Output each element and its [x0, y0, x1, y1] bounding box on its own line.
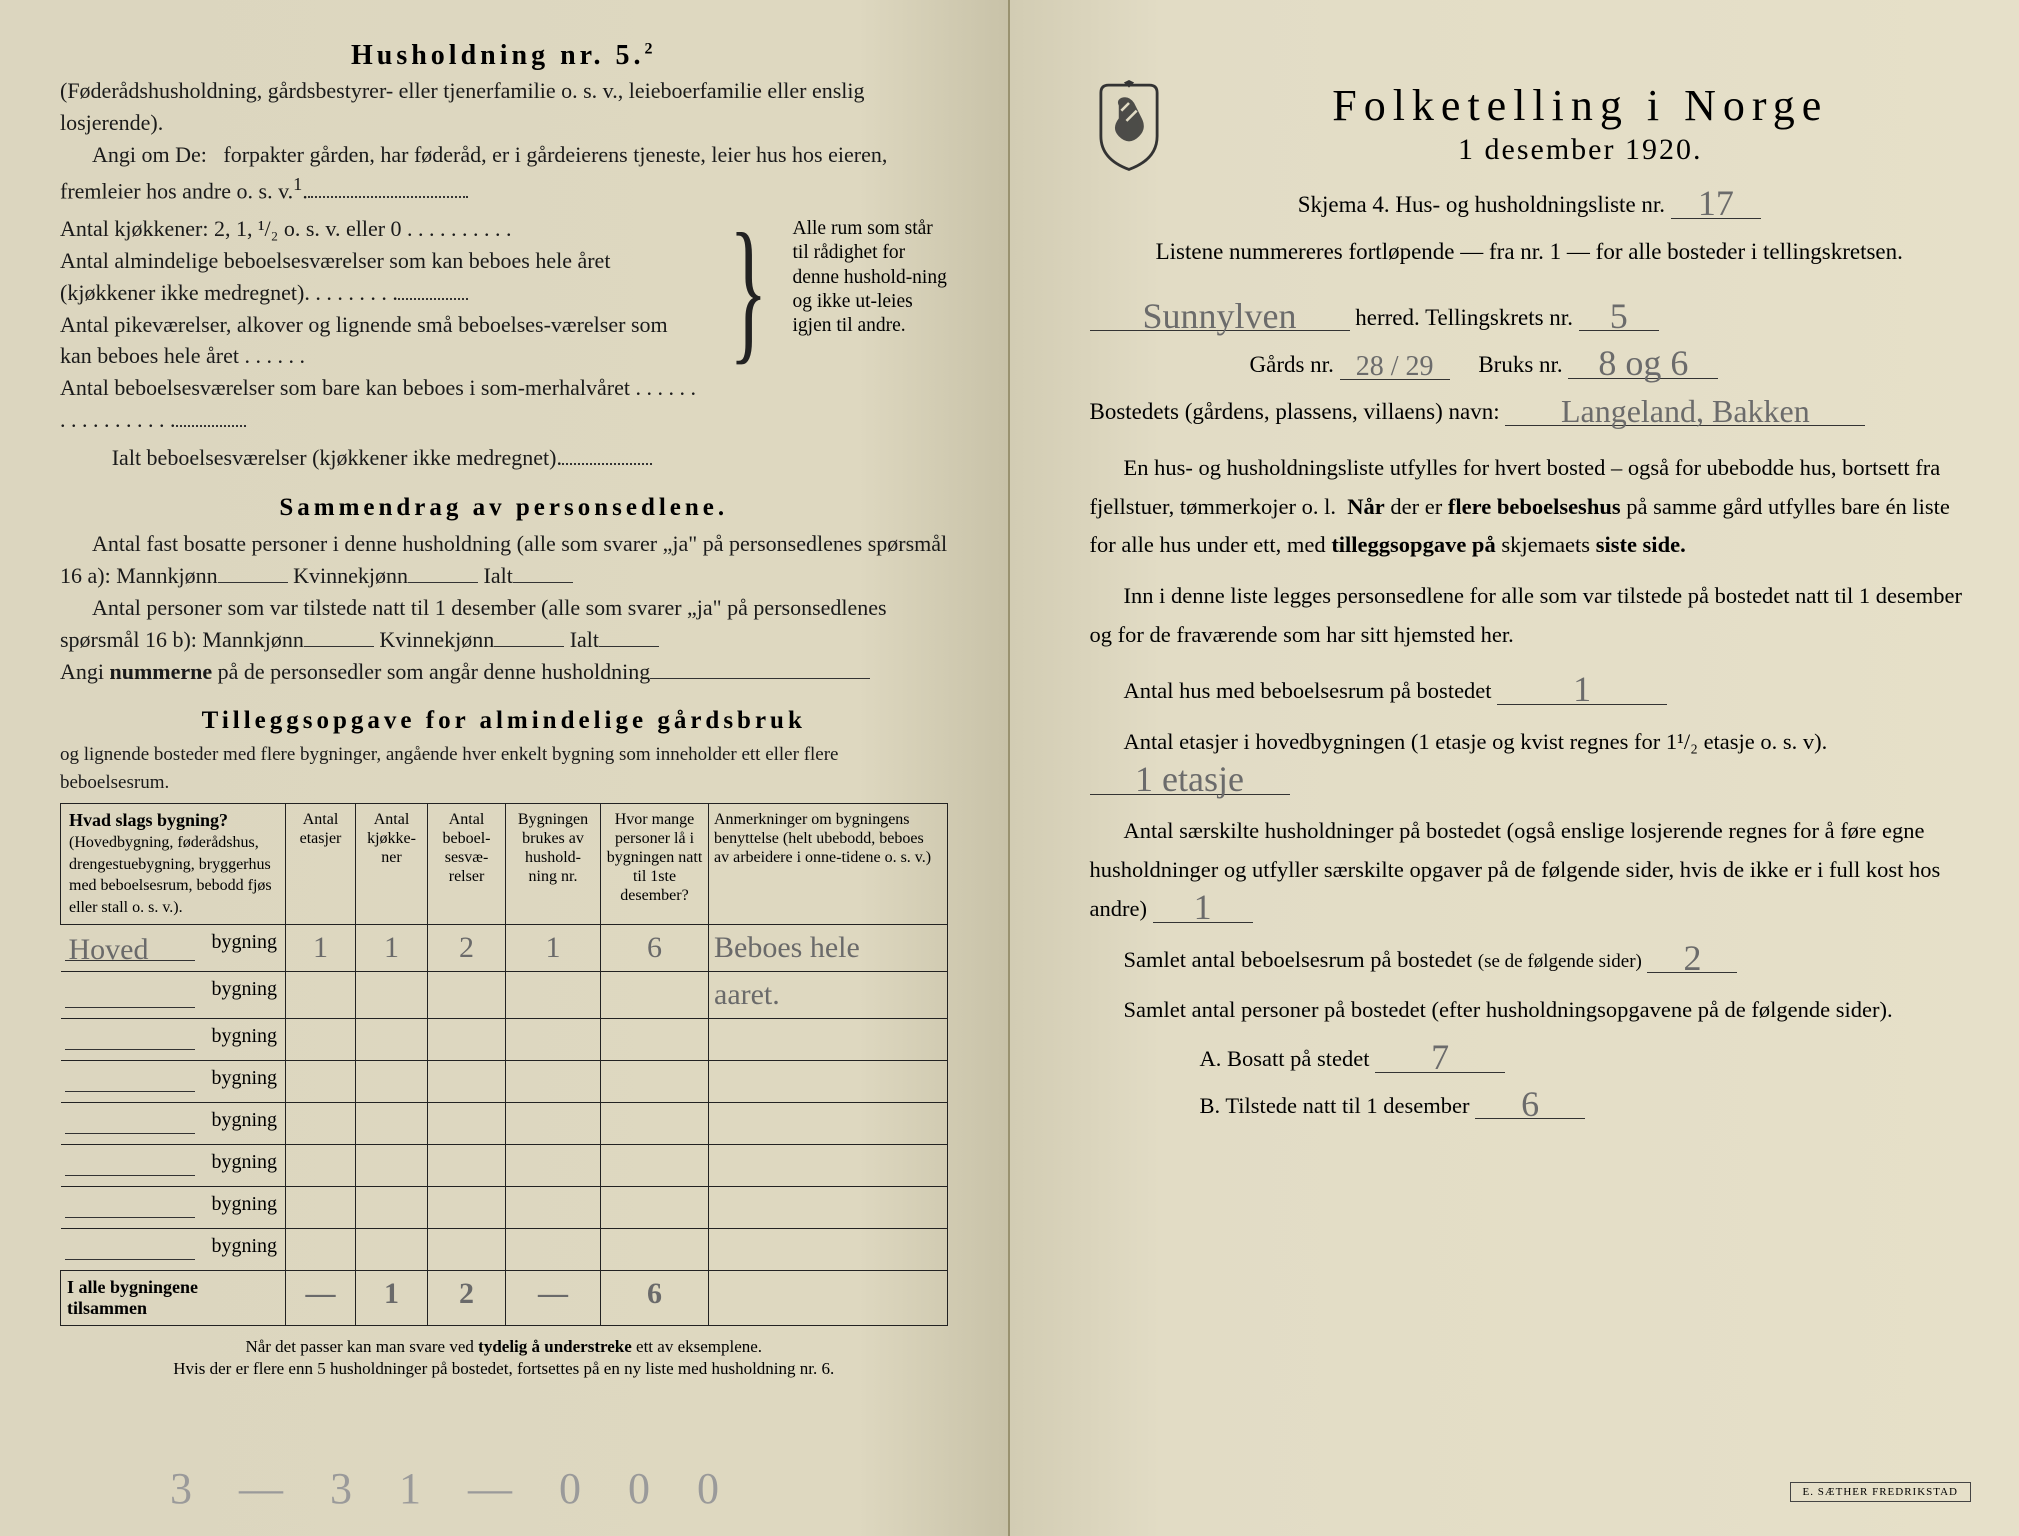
row1-c1: 1: [286, 924, 356, 971]
curly-brace-icon: }: [729, 213, 767, 474]
krets-value: 5: [1579, 302, 1659, 332]
buildings-table: Hvad slags bygning? (Hovedbygning, føder…: [60, 803, 948, 1326]
heading-superscript: 2: [645, 41, 657, 58]
th-hushold: Bygningen brukes av hushold-ning nr.: [506, 803, 601, 924]
intro2-prefix: Angi om De:: [92, 142, 207, 167]
brace-line-1: Antal kjøkkener: 2, 1, ¹/₂ o. s. v. elle…: [60, 213, 704, 245]
row1-c3: 2: [428, 924, 506, 971]
th-building-type: Hvad slags bygning? (Hovedbygning, føder…: [61, 803, 286, 924]
brace-line-4: Antal beboelsesværelser som bare kan beb…: [60, 372, 704, 436]
total-c5: 6: [601, 1270, 709, 1325]
row1-c2: 1: [356, 924, 428, 971]
pencil-annotation: 3 — 3 1 — 0 0 0: [170, 1463, 737, 1514]
q4-line: Samlet antal beboelsesrum på bostedet (s…: [1090, 941, 1970, 980]
table-row: bygning: [61, 1228, 948, 1270]
left-page: Husholdning nr. 5.2 (Føderådshusholdning…: [0, 0, 1010, 1536]
para-1: En hus- og husholdningsliste utfylles fo…: [1090, 449, 1970, 565]
th-beboelse: Antal beboel-sesvæ-relser: [428, 803, 506, 924]
para-2: Inn i denne liste legges personsedlene f…: [1090, 577, 1970, 654]
herred-line: Sunnylven herred. Tellingskrets nr. 5: [1090, 299, 1970, 337]
q2-line: Antal etasjer i hovedbygningen (1 etasje…: [1090, 723, 1970, 800]
bosted-value: Langeland, Bakken: [1505, 399, 1865, 426]
table-row: bygning: [61, 1102, 948, 1144]
q4-value: 2: [1647, 944, 1737, 974]
liste-note: Listene nummereres fortløpende — fra nr.…: [1090, 234, 1970, 271]
sammendrag-heading: Sammendrag av personsedlene.: [60, 494, 948, 522]
row1-label-hw: Hoved: [69, 933, 149, 967]
intro2-sup: 1: [293, 174, 302, 194]
q1-value: 1: [1497, 675, 1667, 705]
total-label: I alle bygningene tilsammen: [61, 1270, 286, 1325]
gards-value: 28 / 29: [1340, 356, 1450, 379]
total-c3: 2: [428, 1270, 506, 1325]
table-row: bygning aaret.: [61, 971, 948, 1018]
sammendrag-line2: Antal personer som var tilstede natt til…: [60, 592, 948, 656]
sammendrag-line3: Angi nummerne på de personsedler som ang…: [60, 656, 948, 688]
title-row: Folketelling i Norge 1 desember 1920.: [1090, 80, 1970, 172]
th-personer: Hvor mange personer lå i bygningen natt …: [601, 803, 709, 924]
q5b-value: 6: [1475, 1090, 1585, 1120]
intro-1: (Føderådshusholdning, gårdsbestyrer- ell…: [60, 75, 948, 139]
q5a-value: 7: [1375, 1043, 1505, 1073]
brace-block: Antal kjøkkener: 2, 1, ¹/₂ o. s. v. elle…: [60, 213, 948, 474]
herred-value: Sunnylven: [1090, 302, 1350, 332]
q1-line: Antal hus med beboelsesrum på bostedet 1: [1090, 672, 1970, 711]
main-title: Folketelling i Norge: [1192, 80, 1970, 131]
row2-note: aaret.: [709, 971, 948, 1018]
th-anmerk: Anmerkninger om bygningens benyttelse (h…: [709, 803, 948, 924]
q5-line: Samlet antal personer på bostedet (efter…: [1090, 991, 1970, 1030]
left-footnote: Når det passer kan man svare ved tydelig…: [60, 1336, 948, 1382]
table-row: bygning: [61, 1018, 948, 1060]
subtitle: 1 desember 1920.: [1192, 133, 1970, 167]
brace-left-lines: Antal kjøkkener: 2, 1, ¹/₂ o. s. v. elle…: [60, 213, 704, 474]
table-row: Hovedbygning 1 1 2 1 6 Beboes hele: [61, 924, 948, 971]
skjema-line: Skjema 4. Hus- og husholdningsliste nr. …: [1090, 186, 1970, 224]
total-c4: —: [506, 1270, 601, 1325]
tillegg-sub: og lignende bosteder med flere bygninger…: [60, 741, 948, 796]
total-c1: —: [286, 1270, 356, 1325]
brace-line-3: Antal pikeværelser, alkover og lignende …: [60, 309, 704, 373]
bruks-value: 8 og 6: [1568, 349, 1718, 379]
brace-line-2: Antal almindelige beboelsesværelser som …: [60, 245, 704, 309]
table-total-row: I alle bygningene tilsammen — 1 2 — 6: [61, 1270, 948, 1325]
table-row: bygning: [61, 1060, 948, 1102]
bosted-line: Bostedets (gårdens, plassens, villaens) …: [1090, 394, 1970, 431]
table-row: bygning: [61, 1144, 948, 1186]
row1-c6: Beboes hele: [709, 924, 948, 971]
table-row: bygning: [61, 1186, 948, 1228]
skjema-nr-value: 17: [1671, 189, 1761, 219]
row1-c4: 1: [506, 924, 601, 971]
th-kjokkener: Antal kjøkke-ner: [356, 803, 428, 924]
q5a-line: A. Bosatt på stedet 7: [1090, 1040, 1970, 1079]
q2-value: 1 etasje: [1090, 765, 1290, 795]
q3-value: 1: [1153, 893, 1253, 923]
row1-c5: 6: [601, 924, 709, 971]
q5b-line: B. Tilstede natt til 1 desember 6: [1090, 1087, 1970, 1126]
coat-of-arms-icon: [1090, 80, 1168, 172]
tillegg-heading: Tilleggsopgave for almindelige gårdsbruk: [60, 707, 948, 735]
brace-right-note: Alle rum som står til rådighet for denne…: [793, 213, 948, 474]
heading-text: Husholdning nr. 5.: [351, 40, 645, 71]
ialt-line: Ialt beboelsesværelser (kjøkkener ikke m…: [60, 442, 704, 474]
printer-stamp: E. SÆTHER FREDRIKSTAD: [1790, 1482, 1972, 1502]
right-page: Folketelling i Norge 1 desember 1920. Sk…: [1010, 0, 2019, 1536]
household-heading: Husholdning nr. 5.2: [60, 40, 948, 72]
sammendrag-line1: Antal fast bosatte personer i denne hush…: [60, 528, 948, 592]
q3-line: Antal særskilte husholdninger på bostede…: [1090, 812, 1970, 928]
document-spread: Husholdning nr. 5.2 (Føderådshusholdning…: [0, 0, 2019, 1536]
total-c2: 1: [356, 1270, 428, 1325]
th-etasjer: Antal etasjer: [286, 803, 356, 924]
intro-2: Angi om De: forpakter gården, har føderå…: [60, 139, 948, 207]
gards-line: Gårds nr. 28 / 29 Bruks nr. 8 og 6: [1090, 346, 1970, 384]
